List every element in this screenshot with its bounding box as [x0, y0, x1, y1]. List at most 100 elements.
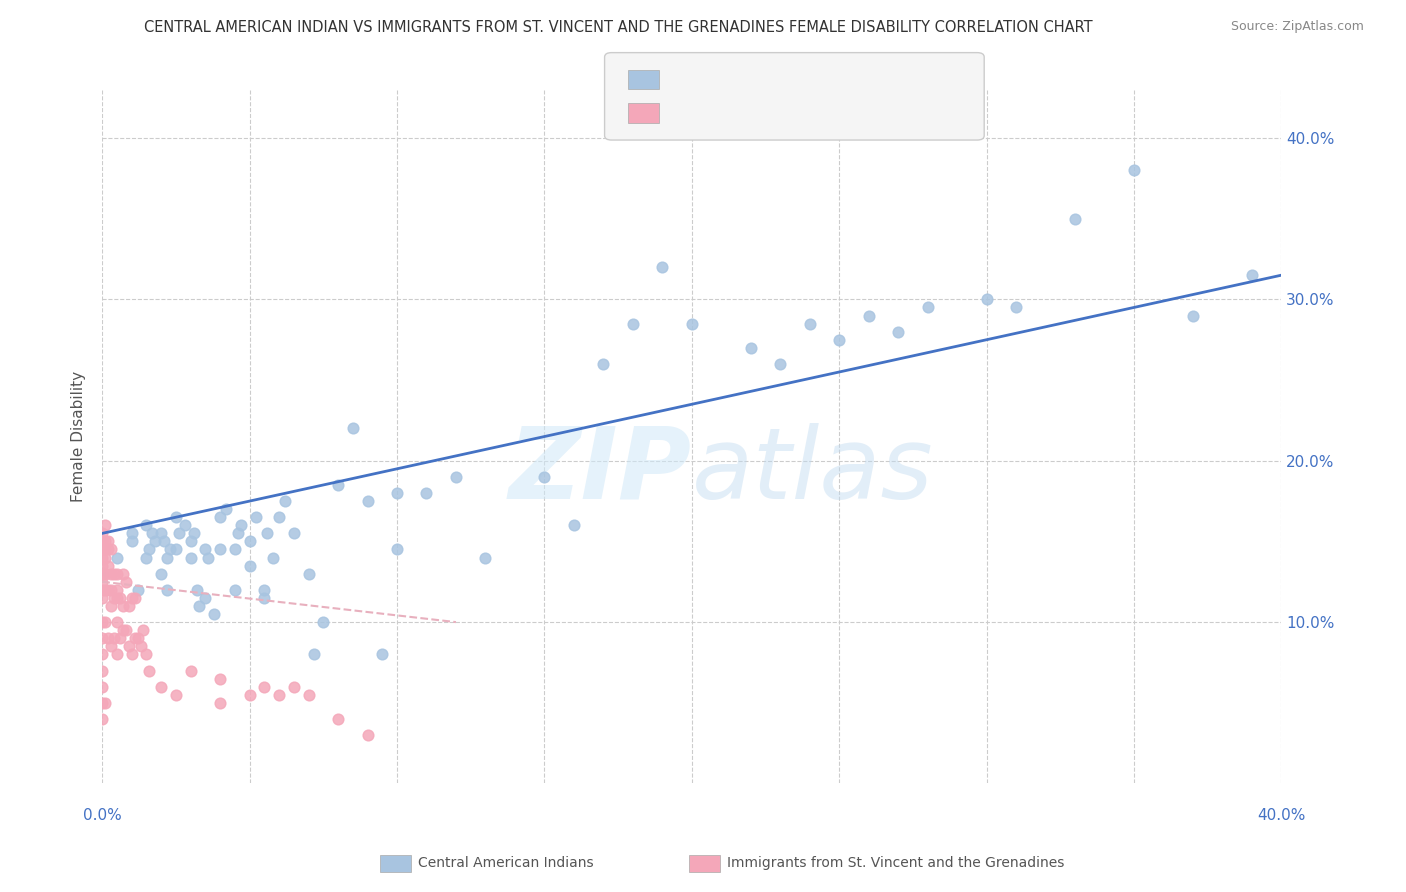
Point: [127, 632, 149, 646]
Point: [121, 591, 143, 605]
Point: [209, 696, 232, 710]
Point: [100, 582, 122, 597]
Point: [111, 623, 134, 637]
Point: [194, 542, 217, 557]
Point: [533, 470, 555, 484]
Point: [976, 293, 998, 307]
Text: N =: N =: [815, 104, 855, 122]
Point: [799, 317, 821, 331]
Point: [342, 421, 364, 435]
Point: [173, 518, 195, 533]
Text: R =: R =: [668, 70, 707, 88]
Point: [91, 664, 114, 678]
Point: [215, 502, 238, 516]
Point: [165, 542, 187, 557]
Point: [165, 688, 187, 702]
Point: [150, 526, 173, 541]
Point: [769, 357, 792, 371]
Point: [150, 680, 173, 694]
Point: [239, 534, 262, 549]
Point: [138, 542, 160, 557]
Point: [94, 534, 117, 549]
Point: [91, 615, 114, 629]
Point: [562, 518, 585, 533]
Point: [186, 582, 208, 597]
Point: [135, 550, 157, 565]
Point: [91, 566, 114, 581]
Point: [267, 688, 290, 702]
Text: 77: 77: [860, 70, 880, 88]
Point: [183, 526, 205, 541]
Point: [135, 648, 157, 662]
Point: [385, 542, 408, 557]
Point: [138, 664, 160, 678]
Point: [156, 582, 179, 597]
Point: [224, 542, 246, 557]
Text: 0.583: 0.583: [713, 70, 773, 88]
Point: [127, 582, 149, 597]
Text: 40.0%: 40.0%: [1257, 808, 1306, 823]
Point: [304, 648, 326, 662]
Point: [105, 591, 128, 605]
Point: [91, 558, 114, 573]
Point: [194, 591, 217, 605]
Point: [371, 648, 394, 662]
Point: [226, 526, 249, 541]
Point: [94, 696, 117, 710]
Point: [94, 542, 117, 557]
Point: [385, 486, 408, 500]
Point: [114, 623, 136, 637]
Point: [1005, 301, 1028, 315]
Point: [209, 510, 232, 524]
Point: [111, 566, 134, 581]
Point: [444, 470, 467, 484]
Point: [97, 558, 120, 573]
Point: [121, 526, 143, 541]
Point: [91, 574, 114, 589]
Point: [326, 478, 349, 492]
Point: [91, 680, 114, 694]
Point: [105, 550, 128, 565]
Point: [156, 550, 179, 565]
Point: [1064, 211, 1087, 226]
Point: [108, 591, 131, 605]
Point: [103, 566, 125, 581]
Point: [91, 566, 114, 581]
Text: 0.0%: 0.0%: [83, 808, 121, 823]
Point: [105, 582, 128, 597]
Point: [297, 688, 319, 702]
Text: CENTRAL AMERICAN INDIAN VS IMMIGRANTS FROM ST. VINCENT AND THE GRENADINES FEMALE: CENTRAL AMERICAN INDIAN VS IMMIGRANTS FR…: [145, 20, 1092, 35]
Point: [188, 599, 211, 613]
Point: [91, 712, 114, 726]
Point: [167, 526, 190, 541]
Point: [621, 317, 644, 331]
Point: [592, 357, 614, 371]
Point: [121, 648, 143, 662]
Point: [94, 550, 117, 565]
Point: [209, 542, 232, 557]
Point: [118, 599, 141, 613]
Point: [100, 599, 122, 613]
Text: N =: N =: [815, 70, 855, 88]
Point: [262, 550, 284, 565]
Point: [1123, 163, 1146, 178]
Point: [97, 534, 120, 549]
Point: [97, 542, 120, 557]
Point: [91, 582, 114, 597]
Point: [129, 640, 152, 654]
Point: [224, 582, 246, 597]
Point: [108, 632, 131, 646]
Point: [415, 486, 437, 500]
Point: [202, 607, 225, 621]
Point: [209, 672, 232, 686]
Point: [100, 640, 122, 654]
Point: [356, 494, 378, 508]
Point: [165, 510, 187, 524]
Point: [132, 623, 155, 637]
Point: [97, 582, 120, 597]
Point: [97, 632, 120, 646]
Point: [105, 648, 128, 662]
Point: [94, 615, 117, 629]
Point: [100, 542, 122, 557]
Point: [917, 301, 939, 315]
